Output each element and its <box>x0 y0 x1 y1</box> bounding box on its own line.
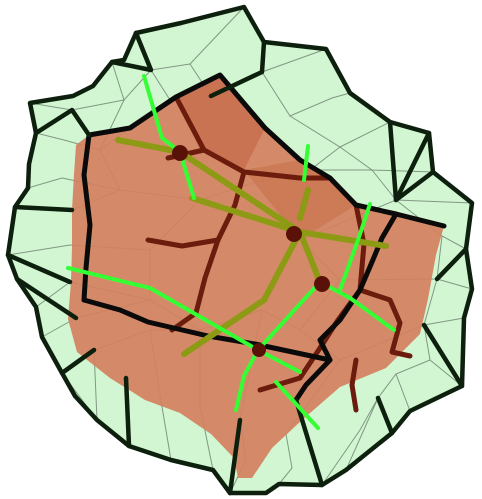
shell-edge <box>434 246 469 282</box>
shell-edge <box>33 107 92 138</box>
olive-strut <box>177 149 303 235</box>
node <box>314 276 330 292</box>
bright-strut <box>142 74 182 154</box>
outer-shell-edges <box>5 4 475 496</box>
olive-strut <box>297 229 323 285</box>
bright-strut <box>338 202 372 292</box>
inner-edge <box>193 237 221 316</box>
mesh-line <box>261 71 351 117</box>
cage-edge <box>293 357 333 403</box>
cage-edge <box>81 132 93 303</box>
cage-edge <box>81 297 333 363</box>
shell-edge <box>421 322 465 389</box>
olive-strut <box>181 229 303 357</box>
inner-solid <box>68 75 444 478</box>
cage-edge <box>317 211 399 363</box>
bright-strut <box>234 348 260 412</box>
bright-strut <box>66 266 260 352</box>
bright-strut <box>256 280 322 352</box>
inner-edge <box>241 169 333 181</box>
inner-edge <box>145 237 221 249</box>
shell-edge <box>123 375 132 449</box>
shell-edge <box>208 39 267 99</box>
shell-edge <box>59 347 97 376</box>
inner-edge <box>215 169 247 243</box>
node <box>172 145 188 161</box>
mesh-line <box>7 244 71 256</box>
shell-edge <box>293 397 325 488</box>
shell-edge <box>109 30 154 73</box>
mesh-line <box>35 132 65 141</box>
shell-edge <box>12 204 75 213</box>
node <box>252 343 266 357</box>
inner-edge <box>349 357 359 413</box>
bright-strut <box>274 380 320 430</box>
olive-strut <box>297 187 311 221</box>
inner-solid-shade <box>176 75 265 170</box>
olive-strut <box>189 195 303 235</box>
mesh-line <box>321 397 379 486</box>
nodes <box>172 145 330 357</box>
mesh-line <box>71 99 125 111</box>
shell-edge <box>227 417 243 496</box>
bright-strut <box>302 144 310 182</box>
node <box>286 226 302 242</box>
shell-edge <box>375 395 395 436</box>
bright-strut <box>256 348 302 374</box>
shell-edge <box>14 276 79 321</box>
olive-strut <box>297 229 389 249</box>
bright-strut <box>318 280 396 332</box>
bright-struts <box>66 74 396 430</box>
inner-edge <box>357 287 413 359</box>
shell-edge <box>5 252 73 285</box>
olive-struts <box>115 137 389 357</box>
mesh-line <box>278 433 293 485</box>
olive-strut <box>115 137 183 155</box>
inner-solid-face <box>68 75 444 478</box>
shell-edge <box>393 130 432 203</box>
